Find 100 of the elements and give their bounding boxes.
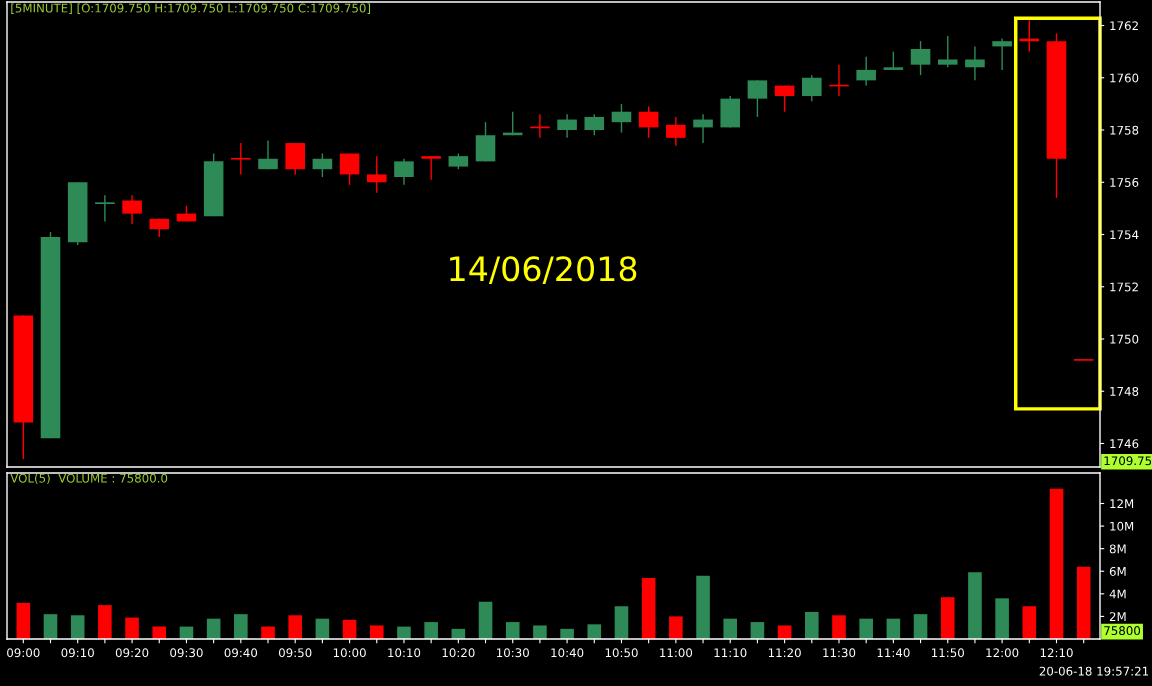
- bar: [832, 615, 846, 639]
- candlestick: [828, 64, 850, 97]
- y-tick-label: 1746: [1110, 439, 1139, 449]
- candlestick: [366, 155, 387, 194]
- x-tick-label: 09:10: [61, 648, 94, 658]
- candlestick: [230, 142, 252, 176]
- bar: [152, 626, 167, 639]
- x-tick-label: 09:00: [7, 648, 40, 658]
- bar: [805, 611, 819, 639]
- y-tick-label: 1754: [1110, 230, 1139, 240]
- bar: [261, 626, 275, 639]
- x-tick-label: 09:50: [278, 648, 312, 658]
- bar: [1049, 488, 1064, 639]
- bar: [940, 597, 955, 639]
- y-tick-label: 6M: [1109, 566, 1126, 576]
- candlestick: [584, 113, 605, 136]
- bar: [234, 614, 248, 639]
- candlestick: [883, 50, 904, 71]
- x-tick-label: 09:40: [224, 648, 258, 658]
- x-tick-label: 09:30: [170, 648, 203, 658]
- candlestick: [747, 79, 768, 118]
- bar: [723, 618, 738, 639]
- candlestick: [910, 40, 931, 76]
- chart-title: [5MINUTE] [O:1709.750 H:1709.750 L:1709.750 C:1709.750]: [11, 3, 371, 14]
- candlestick: [720, 95, 741, 129]
- y-tick-label: 1752: [1110, 282, 1138, 292]
- bar: [560, 628, 574, 639]
- bar: [369, 625, 384, 639]
- y-tick-label: 8M: [1109, 544, 1126, 554]
- bar: [913, 614, 928, 639]
- bar: [342, 619, 357, 639]
- candlestick: [965, 45, 985, 82]
- candlestick: [475, 121, 496, 163]
- bar: [777, 625, 792, 639]
- x-tick-label: 10:30: [497, 648, 529, 658]
- y-tick-label: 1760: [1110, 73, 1139, 83]
- bar: [424, 622, 438, 639]
- candlestick: [149, 218, 170, 238]
- x-tick-label: 10:50: [605, 648, 638, 658]
- bar: [43, 614, 58, 639]
- y-tick-label: 1756: [1110, 177, 1139, 187]
- bar: [288, 615, 302, 639]
- candlestick: [421, 155, 441, 181]
- bar: [1076, 566, 1091, 639]
- x-tick-label: 11:00: [660, 648, 693, 658]
- x-tick-label: 11:50: [932, 648, 964, 658]
- x-tick-label: 11:10: [714, 648, 747, 658]
- text: 75800: [1104, 626, 1141, 636]
- x-tick-label: 10:00: [333, 648, 366, 658]
- candlestick: [203, 152, 224, 217]
- y-tick-label: 12M: [1110, 499, 1134, 508]
- bar: [696, 575, 710, 639]
- x-tick-label: 11:30: [823, 648, 856, 658]
- y-tick-label: 4M: [1109, 589, 1126, 599]
- bar: [70, 615, 85, 639]
- candlestick: [40, 231, 61, 439]
- bar: [505, 622, 520, 639]
- bar: [533, 625, 547, 639]
- bar: [968, 572, 982, 639]
- candlestick: [285, 142, 305, 176]
- x-tick-label: 11:40: [877, 648, 910, 658]
- candlestick: [529, 113, 551, 139]
- y-tick-label: 10M: [1110, 521, 1134, 531]
- bar: [641, 578, 656, 639]
- x-tick-label: 10:10: [388, 648, 421, 658]
- bar: [1022, 606, 1037, 639]
- bar: [669, 616, 683, 639]
- bar: [750, 622, 765, 639]
- candlestick: [13, 314, 34, 460]
- y-tick-label: 1758: [1110, 125, 1139, 135]
- y-tick-label: 1748: [1110, 386, 1139, 396]
- bar: [125, 617, 139, 639]
- bar: [614, 606, 629, 639]
- x-tick-label: 10:20: [442, 648, 475, 658]
- candlestick: [67, 181, 88, 246]
- candlestick: [94, 194, 116, 223]
- candlestick: [1046, 32, 1067, 199]
- bar: [859, 618, 873, 639]
- candlestick: [666, 116, 686, 147]
- x-tick-label: 12:10: [1040, 648, 1073, 658]
- bar: [98, 605, 112, 639]
- x-tick-label: 12:00: [986, 648, 1019, 658]
- annotation: 14/06/2018: [450, 256, 637, 284]
- bar: [587, 624, 602, 639]
- candlestick: [394, 158, 414, 186]
- candlestick: [122, 194, 142, 225]
- bar: [397, 626, 411, 639]
- x-tick-label: 10:40: [551, 648, 584, 658]
- bar: [478, 601, 493, 639]
- chart-title: VOL(5) VOLUME : 75800.0: [10, 473, 168, 485]
- x-tick-label: 11:20: [768, 648, 801, 658]
- candlestick: [802, 74, 822, 102]
- bar: [995, 598, 1009, 639]
- y-tick-label: 1762: [1110, 21, 1138, 31]
- bar: [16, 602, 31, 639]
- text: 1709.75: [1104, 456, 1152, 466]
- y-tick-label: 1750: [1110, 334, 1139, 344]
- text: 20-06-18 19:57:21: [1039, 666, 1149, 676]
- x-tick-label: 09:20: [115, 648, 149, 658]
- candlestick: [937, 35, 958, 69]
